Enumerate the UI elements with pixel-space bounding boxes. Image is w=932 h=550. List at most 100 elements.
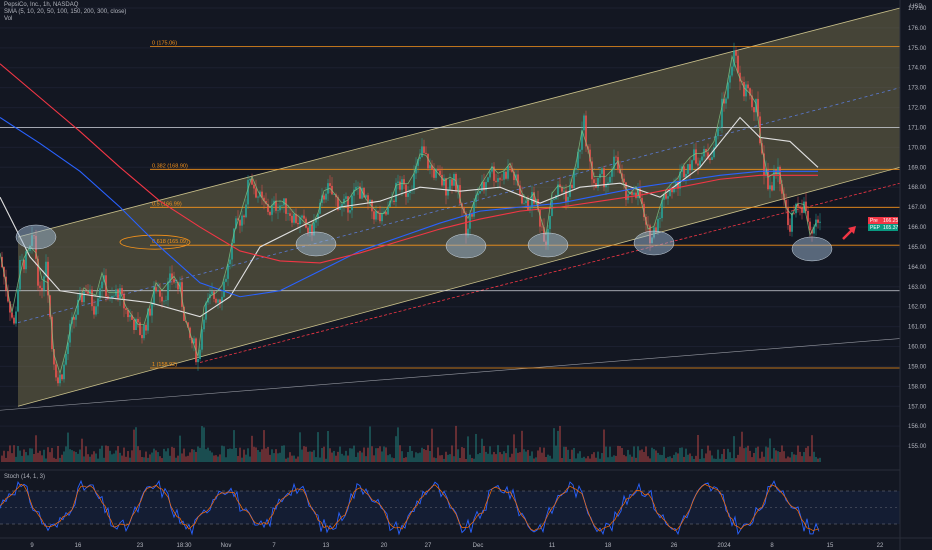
volume-bar bbox=[83, 456, 84, 462]
candle bbox=[149, 309, 151, 316]
volume-bar bbox=[445, 452, 446, 462]
volume-bar bbox=[599, 459, 600, 462]
volume-bar bbox=[195, 452, 196, 462]
volume-bar bbox=[121, 456, 122, 462]
volume-bar bbox=[185, 456, 186, 462]
candle bbox=[293, 214, 295, 223]
volume-bar bbox=[581, 458, 582, 462]
volume-bar bbox=[603, 430, 604, 462]
volume-bar bbox=[327, 431, 328, 462]
candle bbox=[609, 177, 611, 183]
volume-bar bbox=[653, 449, 654, 462]
candle bbox=[567, 197, 569, 202]
volume-bar bbox=[449, 454, 450, 462]
volume-bar bbox=[359, 451, 360, 462]
volume-bar bbox=[525, 452, 526, 462]
volume-bar bbox=[633, 446, 634, 462]
volume-bar bbox=[797, 446, 798, 462]
volume-bar bbox=[427, 445, 428, 462]
volume-bar bbox=[281, 446, 282, 462]
time-tick: Nov bbox=[221, 543, 232, 549]
volume-bar bbox=[189, 452, 190, 462]
volume-bar bbox=[89, 457, 90, 462]
volume-bar bbox=[793, 454, 794, 462]
candle bbox=[21, 260, 23, 261]
price-tick: 158.00 bbox=[908, 384, 927, 390]
volume-bar bbox=[49, 452, 50, 462]
volume-bar bbox=[419, 453, 420, 462]
candle bbox=[345, 196, 347, 198]
fib-label: 0.382 (168.90) bbox=[152, 163, 188, 169]
volume-bar bbox=[465, 459, 466, 462]
volume-bar bbox=[801, 456, 802, 462]
candle bbox=[479, 191, 481, 194]
volume-bar bbox=[805, 448, 806, 462]
volume-bar bbox=[741, 432, 742, 462]
volume-bar bbox=[503, 451, 504, 462]
volume-bar bbox=[787, 456, 788, 462]
candle bbox=[97, 298, 99, 306]
candle bbox=[143, 325, 145, 338]
volume-bar bbox=[751, 457, 752, 462]
volume-bar bbox=[71, 450, 72, 462]
volume-bar bbox=[645, 446, 646, 462]
volume-bar bbox=[91, 454, 92, 462]
candle bbox=[287, 213, 289, 214]
fib-label: 1 (158.92) bbox=[152, 362, 177, 368]
candle bbox=[381, 213, 383, 221]
volume-bar bbox=[27, 455, 28, 462]
volume-bar bbox=[509, 457, 510, 462]
volume-bar bbox=[85, 446, 86, 462]
volume-bar bbox=[493, 452, 494, 462]
volume-bar bbox=[731, 458, 732, 462]
volume-bar bbox=[601, 453, 602, 462]
candle bbox=[65, 354, 67, 365]
volume-bar bbox=[107, 446, 108, 462]
candle bbox=[773, 170, 775, 191]
volume-bar bbox=[11, 453, 12, 462]
volume-bar bbox=[817, 459, 818, 462]
candle bbox=[199, 350, 201, 359]
volume-bar bbox=[463, 448, 464, 462]
price-tag-label: Pre bbox=[870, 218, 878, 224]
volume-bar bbox=[717, 450, 718, 462]
volume-bar bbox=[283, 445, 284, 462]
time-tick: 15 bbox=[827, 543, 834, 549]
candle bbox=[449, 179, 451, 189]
time-tick: 16 bbox=[75, 543, 82, 549]
volume-bar bbox=[617, 446, 618, 462]
support-ellipse bbox=[634, 231, 674, 255]
volume-bar bbox=[635, 458, 636, 462]
candle bbox=[277, 210, 279, 211]
candle bbox=[17, 289, 19, 311]
volume-bar bbox=[225, 457, 226, 462]
candle bbox=[217, 300, 219, 303]
volume-bar bbox=[605, 447, 606, 462]
volume-bar bbox=[297, 457, 298, 462]
volume-bar bbox=[795, 455, 796, 462]
volume-bar bbox=[441, 455, 442, 462]
candle bbox=[507, 166, 509, 179]
volume-bar bbox=[707, 446, 708, 462]
time-tick: 2024 bbox=[717, 543, 731, 549]
volume-bar bbox=[123, 448, 124, 462]
candle bbox=[297, 223, 299, 224]
volume-bar bbox=[675, 452, 676, 462]
candle bbox=[61, 375, 63, 380]
volume-bar bbox=[265, 448, 266, 462]
candle bbox=[145, 325, 147, 331]
volume-bar bbox=[733, 436, 734, 462]
candle bbox=[329, 183, 331, 186]
volume-bar bbox=[549, 456, 550, 462]
volume-bar bbox=[369, 426, 370, 462]
volume-bar bbox=[761, 452, 762, 462]
candle bbox=[205, 303, 207, 320]
volume-bar bbox=[29, 448, 30, 462]
volume-bar bbox=[249, 456, 250, 462]
candle bbox=[583, 116, 585, 131]
volume-bar bbox=[159, 456, 160, 462]
candle bbox=[425, 153, 427, 154]
candle bbox=[697, 164, 699, 166]
volume-bar bbox=[757, 447, 758, 462]
